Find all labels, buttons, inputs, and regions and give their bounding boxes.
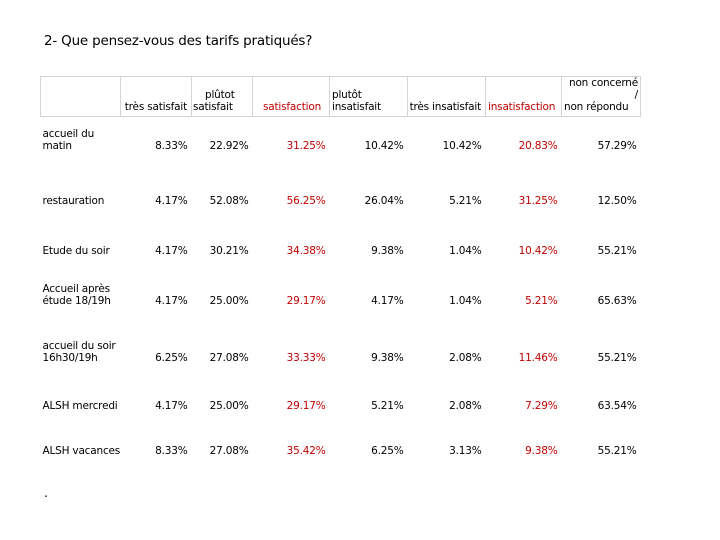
table-cell: 26.04% [364,194,404,207]
table-cell: 10.42% [442,139,482,152]
table-cell: 8.33% [155,139,188,152]
row-label: accueil du matin [41,117,121,157]
table-cell: 34.38% [286,244,326,257]
row-label-line1: restauration [42,194,105,207]
footer-mark: . [44,486,48,500]
table-cell: 10.42% [518,244,558,257]
table-cell: 55.21% [597,351,637,364]
table-cell: 31.25% [518,194,558,207]
row-label: accueil du soir 16h30/19h [41,312,121,369]
table-cell: 4.17% [155,294,188,307]
row-label-line1: ALSH mercredi [42,399,118,412]
tariffs-table-container: très satisfait plûtot satisfait satisfac… [40,76,641,462]
table-cell: 4.17% [155,194,188,207]
row-label: ALSH mercredi [41,369,121,417]
table-cell: 11.46% [518,351,558,364]
header-insatisfaction: insatisfaction [485,76,562,117]
table-cell: 65.63% [597,294,637,307]
row-label-line1: ALSH vacances [42,444,121,457]
table-cell: 1.04% [449,294,482,307]
row-label: Accueil après étude 18/19h [41,262,121,312]
table-cell: 6.25% [155,351,188,364]
header-non-concerne-line2: non répondu [564,101,629,113]
table-row: Accueil après étude 18/19h 4.17% 25.00% 29.1… [41,262,641,312]
table-cell: 27.08% [209,351,249,364]
row-label-line2: étude 18/19h [42,294,111,307]
table-cell: 63.54% [597,399,637,412]
header-tres-insatisfait-label: très insatisfait [409,101,482,113]
header-tres-satisfait-label: très satisfait [124,101,187,113]
table-cell: 4.17% [155,399,188,412]
row-label: Etude du soir [41,212,121,262]
header-satisfaction-label: satisfaction [263,101,322,113]
header-plutot-insatisfait: plutôt insatisfait [329,76,408,117]
header-plutot-insatisfait-line2: insatisfait [332,101,381,113]
table-cell: 29.17% [286,399,326,412]
row-label-line2: 16h30/19h [42,351,98,364]
table-cell: 9.38% [525,444,558,457]
header-corner [40,76,121,117]
table-cell: 2.08% [449,351,482,364]
row-label: restauration [41,157,121,212]
header-tres-satisfait: très satisfait [120,76,192,117]
table-cell: 5.21% [449,194,482,207]
table-cell: 5.21% [371,399,404,412]
table-cell: 6.25% [371,444,404,457]
table-cell: 22.92% [209,139,249,152]
header-insatisfaction-label: insatisfaction [488,101,556,113]
header-row: très satisfait plûtot satisfait satisfac… [40,76,641,117]
table-cell: 29.17% [286,294,326,307]
table-cell: 56.25% [286,194,326,207]
row-label-line1: accueil du soir [42,339,116,352]
row-label-line2: matin [42,139,73,152]
table-cell: 35.42% [286,444,326,457]
table-row: accueil du soir 16h30/19h 6.25% 27.08% 33.33… [41,312,641,369]
table-cell: 31.25% [286,139,326,152]
table-body: accueil du matin 8.33% 22.92% 31.25% 10.42% 10… [41,117,641,462]
header-plutot-satisfait-line2: satisfait [193,101,233,113]
table-cell: 9.38% [371,351,404,364]
table-cell: 55.21% [597,244,637,257]
header-tres-insatisfait: très insatisfait [407,76,486,117]
table-cell: 7.29% [525,399,558,412]
header-non-concerne: non concerné / non répondu [561,76,641,117]
table-row: Etude du soir 4.17% 30.21% 34.38% 9.38% 1.04%… [41,212,641,262]
header-plutot-satisfait-line1: plûtot [205,89,235,101]
table-cell: 33.33% [286,351,326,364]
table-header: très satisfait plûtot satisfait satisfac… [40,76,641,117]
table-row: ALSH vacances 8.33% 27.08% 35.42% 6.25% 3.13%… [41,417,641,462]
table-row: ALSH mercredi 4.17% 25.00% 29.17% 5.21% 2.08%… [41,369,641,417]
table-cell: 9.38% [371,244,404,257]
table-row: accueil du matin 8.33% 22.92% 31.25% 10.42% 10… [41,117,641,157]
row-label-line1: Etude du soir [42,244,110,257]
table-cell: 2.08% [449,399,482,412]
row-label: ALSH vacances [41,417,121,462]
table-cell: 25.00% [209,399,249,412]
table-cell: 10.42% [364,139,404,152]
header-satisfaction: satisfaction [252,76,330,117]
header-plutot-insatisfait-line1: plutôt [332,89,362,101]
table-cell: 5.21% [525,294,558,307]
table-cell: 25.00% [209,294,249,307]
table-row: restauration 4.17% 52.08% 56.25% 26.04% 5.21%… [41,157,641,212]
table-cell: 1.04% [449,244,482,257]
table-cell: 4.17% [155,244,188,257]
table-cell: 12.50% [597,194,637,207]
row-label-line1: accueil du [42,127,95,140]
header-plutot-satisfait: plûtot satisfait [191,76,253,117]
page-title: 2- Que pensez-vous des tarifs pratiqués? [44,33,313,49]
row-label-line1: Accueil après [42,282,111,295]
table-cell: 27.08% [209,444,249,457]
table-cell: 57.29% [597,139,637,152]
tariffs-table: très satisfait plûtot satisfait satisfac… [40,76,641,462]
table-cell: 55.21% [597,444,637,457]
table-cell: 4.17% [371,294,404,307]
table-cell: 8.33% [155,444,188,457]
table-cell: 3.13% [449,444,482,457]
header-non-concerne-line1: non concerné / [568,77,638,101]
table-cell: 52.08% [209,194,249,207]
table-cell: 30.21% [209,244,249,257]
table-cell: 20.83% [518,139,558,152]
